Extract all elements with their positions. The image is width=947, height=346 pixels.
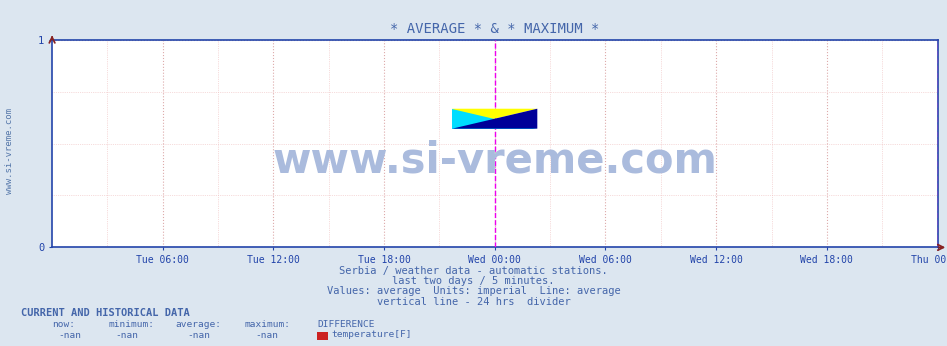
- Text: now:: now:: [52, 320, 75, 329]
- Text: minimum:: minimum:: [109, 320, 155, 329]
- Text: -nan: -nan: [59, 331, 81, 340]
- Polygon shape: [453, 109, 537, 129]
- Text: www.si-vreme.com: www.si-vreme.com: [273, 139, 717, 181]
- Text: -nan: -nan: [116, 331, 138, 340]
- Text: last two days / 5 minutes.: last two days / 5 minutes.: [392, 276, 555, 286]
- Text: Values: average  Units: imperial  Line: average: Values: average Units: imperial Line: av…: [327, 286, 620, 296]
- Text: Serbia / weather data - automatic stations.: Serbia / weather data - automatic statio…: [339, 266, 608, 275]
- Text: DIFFERENCE: DIFFERENCE: [317, 320, 375, 329]
- Polygon shape: [453, 109, 537, 129]
- Text: -nan: -nan: [256, 331, 278, 340]
- Text: maximum:: maximum:: [244, 320, 291, 329]
- Polygon shape: [453, 109, 537, 129]
- Text: CURRENT AND HISTORICAL DATA: CURRENT AND HISTORICAL DATA: [21, 308, 189, 318]
- Text: temperature[F]: temperature[F]: [331, 330, 412, 339]
- Text: vertical line - 24 hrs  divider: vertical line - 24 hrs divider: [377, 297, 570, 307]
- Title: * AVERAGE * & * MAXIMUM *: * AVERAGE * & * MAXIMUM *: [390, 22, 599, 36]
- Text: average:: average:: [175, 320, 222, 329]
- Text: www.si-vreme.com: www.si-vreme.com: [5, 108, 14, 193]
- Text: -nan: -nan: [188, 331, 210, 340]
